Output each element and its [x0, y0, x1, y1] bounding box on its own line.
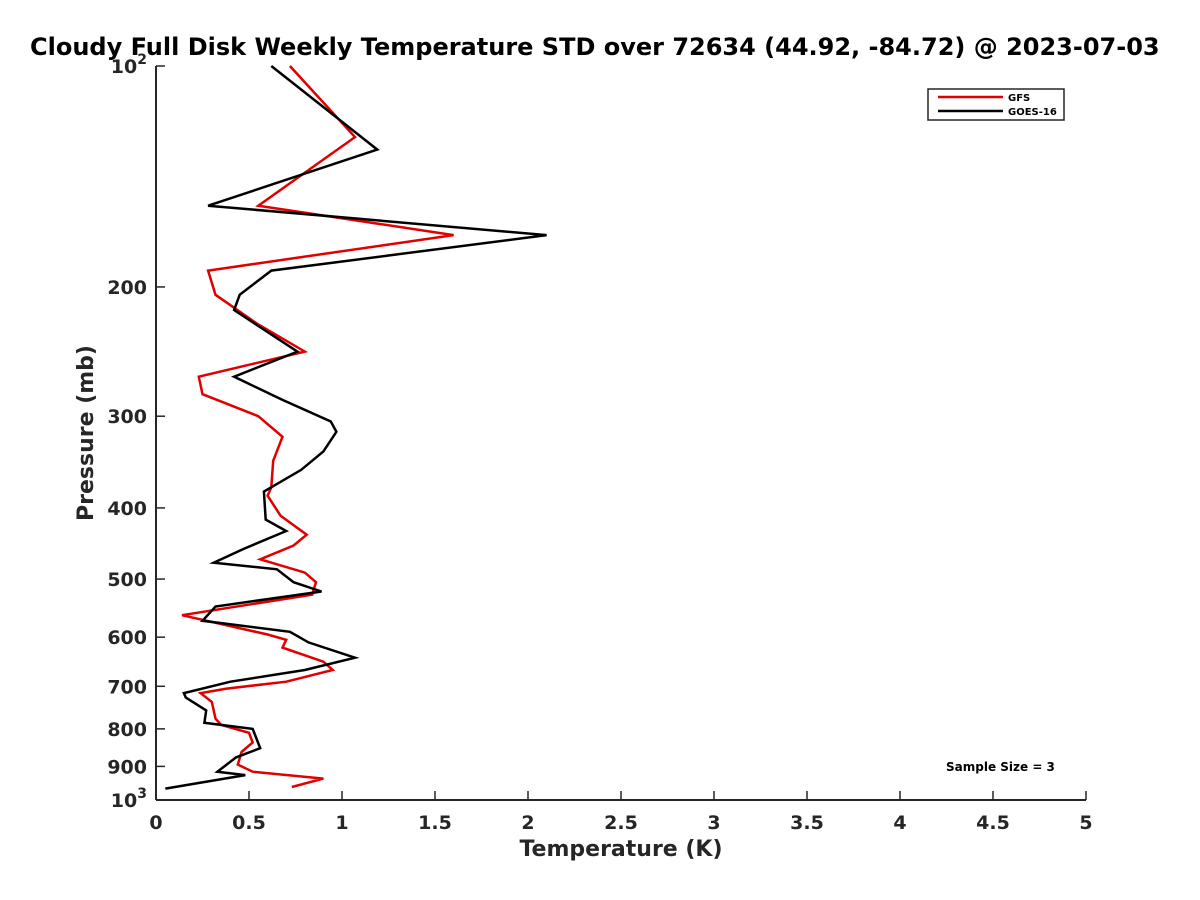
- x-tick-label: 3: [707, 812, 720, 834]
- y-tick-label: 200: [107, 277, 147, 299]
- legend-box: [927, 88, 1065, 121]
- y-ticks: 102 200 300 400 500 600 700 800 900 103: [107, 52, 165, 812]
- x-tick-label: 1.5: [418, 812, 452, 834]
- y-tick-label: 300: [107, 406, 147, 428]
- x-tick-label: 4: [893, 812, 906, 834]
- y-tick-label: 500: [107, 569, 147, 591]
- x-tick-label: 0.5: [232, 812, 266, 834]
- x-tick-label: 2.5: [604, 812, 638, 834]
- x-ticks: 0 0.5 1 1.5 2 2.5 3 3.5 4 4.5 5: [149, 791, 1093, 834]
- x-axis-label: Temperature (K): [519, 837, 722, 862]
- series-line-gfs: [181, 65, 454, 789]
- legend: GFS GOES-16: [927, 88, 1065, 121]
- y-tick-label: 800: [107, 719, 147, 741]
- x-tick-label: 0: [149, 812, 162, 834]
- sample-size-annotation: Sample Size = 3: [946, 760, 1055, 774]
- series-line-goes-16: [165, 65, 547, 790]
- y-tick-label: 103: [111, 786, 147, 812]
- x-tick-label: 5: [1079, 812, 1092, 834]
- y-tick-label: 600: [107, 627, 147, 649]
- legend-label-goes-16: GOES-16: [1008, 107, 1057, 118]
- y-tick-label: 102: [111, 52, 147, 78]
- y-axis-label: Pressure (mb): [74, 345, 99, 521]
- chart-title: Cloudy Full Disk Weekly Temperature STD …: [30, 33, 1160, 61]
- y-tick-label: 900: [107, 756, 147, 778]
- legend-label-gfs: GFS: [1008, 93, 1030, 104]
- series-layer: [165, 65, 547, 790]
- y-tick-label: 400: [107, 498, 147, 520]
- y-tick-label: 700: [107, 676, 147, 698]
- x-tick-label: 2: [521, 812, 534, 834]
- x-tick-label: 4.5: [976, 812, 1010, 834]
- x-tick-label: 3.5: [790, 812, 824, 834]
- x-tick-label: 1: [335, 812, 348, 834]
